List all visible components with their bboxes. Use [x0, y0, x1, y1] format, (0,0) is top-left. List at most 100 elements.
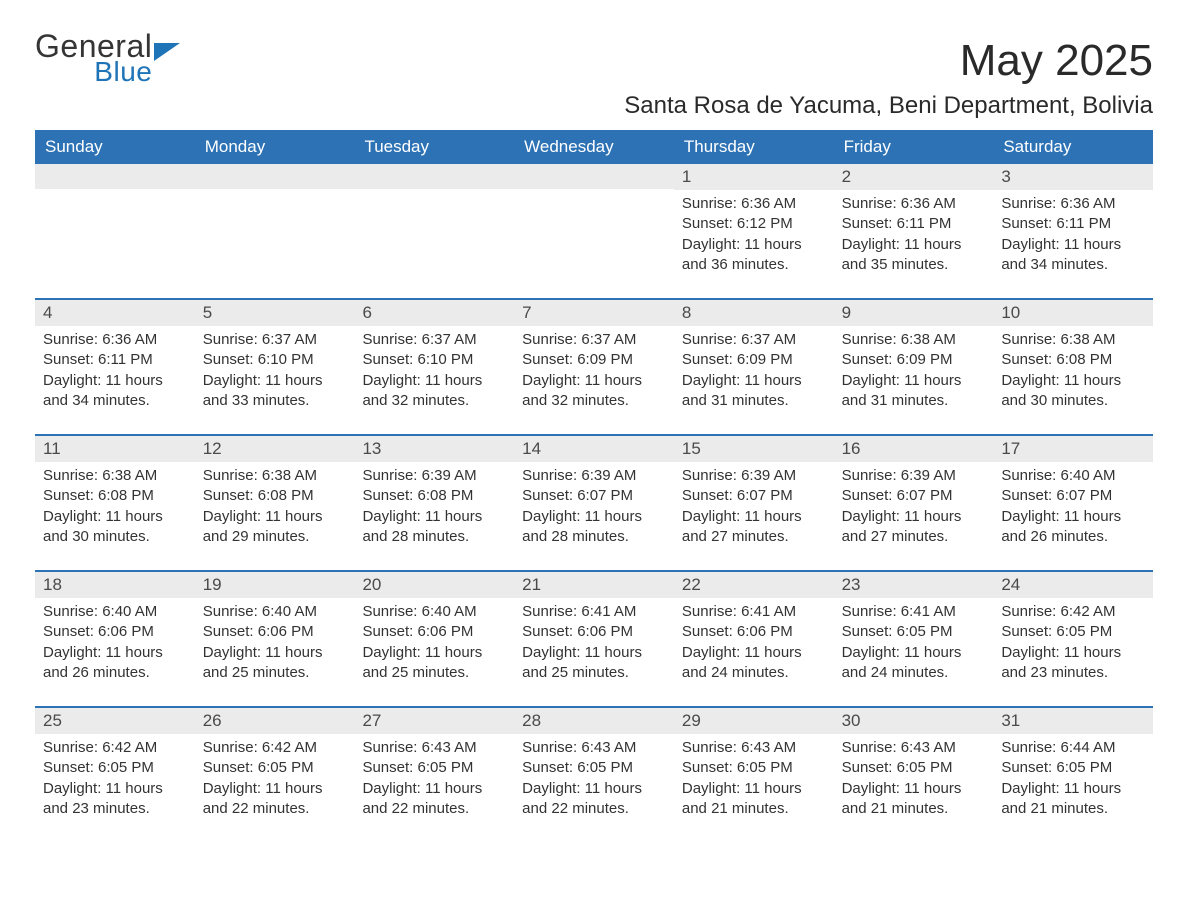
calendar-day: 7Sunrise: 6:37 AMSunset: 6:09 PMDaylight… — [514, 300, 674, 420]
daylight-text: Daylight: 11 hours and 29 minutes. — [203, 507, 347, 548]
day-number: 7 — [514, 300, 674, 326]
calendar-day: 10 Sunrise: 6:38 AMSunset: 6:08 PMDayligh… — [993, 300, 1153, 420]
day-details: Sunrise: 6:36 AMSunset: 6:11 PMDaylight:… — [35, 326, 195, 411]
day-details: Sunrise: 6:42 AMSunset: 6:05 PMDaylight:… — [195, 734, 355, 819]
sunrise-text: Sunrise: 6:43 AM — [842, 738, 986, 758]
subtitle-row: Santa Rosa de Yacuma, Beni Department, B… — [35, 92, 1153, 120]
daylight-text: Daylight: 11 hours and 28 minutes. — [362, 507, 506, 548]
sunset-text: Sunset: 6:06 PM — [43, 622, 187, 642]
day-number: 27 — [354, 708, 514, 734]
sunrise-text: Sunrise: 6:39 AM — [842, 466, 986, 486]
sunset-text: Sunset: 6:05 PM — [522, 758, 666, 778]
sunrise-text: Sunrise: 6:36 AM — [43, 330, 187, 350]
day-number: 13 — [354, 436, 514, 462]
sunrise-text: Sunrise: 6:38 AM — [1001, 330, 1145, 350]
day-details: Sunrise: 6:42 AMSunset: 6:05 PMDaylight:… — [993, 598, 1153, 683]
day-details: Sunrise: 6:37 AMSunset: 6:09 PMDaylight:… — [674, 326, 834, 411]
day-number: 5 — [195, 300, 355, 326]
day-number: 17 — [993, 436, 1153, 462]
sunset-text: Sunset: 6:09 PM — [522, 350, 666, 370]
sunset-text: Sunset: 6:05 PM — [842, 622, 986, 642]
day-details: Sunrise: 6:38 AMSunset: 6:08 PMDaylight:… — [195, 462, 355, 547]
weekday-header-row: Sunday Monday Tuesday Wednesday Thursday… — [35, 130, 1153, 164]
day-number: 1 — [674, 164, 834, 190]
calendar-day: 15Sunrise: 6:39 AMSunset: 6:07 PMDayligh… — [674, 436, 834, 556]
day-number — [35, 164, 195, 189]
sunrise-text: Sunrise: 6:42 AM — [203, 738, 347, 758]
sunset-text: Sunset: 6:05 PM — [203, 758, 347, 778]
weekday-header: Thursday — [674, 130, 834, 164]
sunset-text: Sunset: 6:08 PM — [1001, 350, 1145, 370]
calendar-day: 31Sunrise: 6:44 AMSunset: 6:05 PMDayligh… — [993, 708, 1153, 828]
calendar-day: 13Sunrise: 6:39 AMSunset: 6:08 PMDayligh… — [354, 436, 514, 556]
daylight-text: Daylight: 11 hours and 24 minutes. — [842, 643, 986, 684]
sunset-text: Sunset: 6:10 PM — [203, 350, 347, 370]
sunset-text: Sunset: 6:10 PM — [362, 350, 506, 370]
day-details: Sunrise: 6:38 AMSunset: 6:08 PMDaylight:… — [35, 462, 195, 547]
day-details: Sunrise: 6:36 AMSunset: 6:11 PMDaylight:… — [834, 190, 994, 275]
day-number: 28 — [514, 708, 674, 734]
day-details: Sunrise: 6:42 AMSunset: 6:05 PMDaylight:… — [35, 734, 195, 819]
daylight-text: Daylight: 11 hours and 31 minutes. — [682, 371, 826, 412]
calendar-day: 27Sunrise: 6:43 AMSunset: 6:05 PMDayligh… — [354, 708, 514, 828]
day-number: 14 — [514, 436, 674, 462]
sunrise-text: Sunrise: 6:40 AM — [43, 602, 187, 622]
day-details: Sunrise: 6:37 AMSunset: 6:10 PMDaylight:… — [195, 326, 355, 411]
daylight-text: Daylight: 11 hours and 25 minutes. — [362, 643, 506, 684]
calendar-day: 14Sunrise: 6:39 AMSunset: 6:07 PMDayligh… — [514, 436, 674, 556]
day-number: 12 — [195, 436, 355, 462]
calendar-day: 18Sunrise: 6:40 AMSunset: 6:06 PMDayligh… — [35, 572, 195, 692]
sunrise-text: Sunrise: 6:43 AM — [362, 738, 506, 758]
sunset-text: Sunset: 6:05 PM — [43, 758, 187, 778]
sunset-text: Sunset: 6:09 PM — [842, 350, 986, 370]
sunrise-text: Sunrise: 6:37 AM — [682, 330, 826, 350]
daylight-text: Daylight: 11 hours and 26 minutes. — [43, 643, 187, 684]
sunset-text: Sunset: 6:07 PM — [842, 486, 986, 506]
calendar-day: 5Sunrise: 6:37 AMSunset: 6:10 PMDaylight… — [195, 300, 355, 420]
day-details: Sunrise: 6:41 AMSunset: 6:06 PMDaylight:… — [514, 598, 674, 683]
daylight-text: Daylight: 11 hours and 23 minutes. — [1001, 643, 1145, 684]
day-number: 24 — [993, 572, 1153, 598]
calendar-day: 3Sunrise: 6:36 AMSunset: 6:11 PMDaylight… — [993, 164, 1153, 284]
sunrise-text: Sunrise: 6:37 AM — [362, 330, 506, 350]
page-title: May 2025 — [960, 36, 1153, 86]
sunset-text: Sunset: 6:05 PM — [362, 758, 506, 778]
day-number: 21 — [514, 572, 674, 598]
daylight-text: Daylight: 11 hours and 25 minutes. — [203, 643, 347, 684]
daylight-text: Daylight: 11 hours and 23 minutes. — [43, 779, 187, 820]
day-number: 31 — [993, 708, 1153, 734]
day-number: 11 — [35, 436, 195, 462]
day-details: Sunrise: 6:39 AMSunset: 6:07 PMDaylight:… — [514, 462, 674, 547]
sunset-text: Sunset: 6:09 PM — [682, 350, 826, 370]
daylight-text: Daylight: 11 hours and 30 minutes. — [43, 507, 187, 548]
day-details: Sunrise: 6:44 AMSunset: 6:05 PMDaylight:… — [993, 734, 1153, 819]
daylight-text: Daylight: 11 hours and 30 minutes. — [1001, 371, 1145, 412]
sunset-text: Sunset: 6:05 PM — [1001, 758, 1145, 778]
day-details: Sunrise: 6:36 AMSunset: 6:12 PMDaylight:… — [674, 190, 834, 275]
weekday-header: Friday — [834, 130, 994, 164]
day-number: 26 — [195, 708, 355, 734]
calendar-day: 24Sunrise: 6:42 AMSunset: 6:05 PMDayligh… — [993, 572, 1153, 692]
daylight-text: Daylight: 11 hours and 36 minutes. — [682, 235, 826, 276]
day-number — [354, 164, 514, 189]
sunset-text: Sunset: 6:11 PM — [43, 350, 187, 370]
sunrise-text: Sunrise: 6:38 AM — [842, 330, 986, 350]
daylight-text: Daylight: 11 hours and 35 minutes. — [842, 235, 986, 276]
sunset-text: Sunset: 6:05 PM — [682, 758, 826, 778]
day-number: 10 — [993, 300, 1153, 326]
day-details: Sunrise: 6:40 AMSunset: 6:06 PMDaylight:… — [195, 598, 355, 683]
day-number: 30 — [834, 708, 994, 734]
calendar-week: 11Sunrise: 6:38 AMSunset: 6:08 PMDayligh… — [35, 434, 1153, 556]
location-subtitle: Santa Rosa de Yacuma, Beni Department, B… — [624, 92, 1153, 120]
day-details: Sunrise: 6:43 AMSunset: 6:05 PMDaylight:… — [834, 734, 994, 819]
weekday-header: Sunday — [35, 130, 195, 164]
calendar-week: 4Sunrise: 6:36 AMSunset: 6:11 PMDaylight… — [35, 298, 1153, 420]
daylight-text: Daylight: 11 hours and 34 minutes. — [1001, 235, 1145, 276]
daylight-text: Daylight: 11 hours and 33 minutes. — [203, 371, 347, 412]
calendar-day: 23Sunrise: 6:41 AMSunset: 6:05 PMDayligh… — [834, 572, 994, 692]
sunrise-text: Sunrise: 6:43 AM — [682, 738, 826, 758]
sunrise-text: Sunrise: 6:39 AM — [522, 466, 666, 486]
sunset-text: Sunset: 6:05 PM — [1001, 622, 1145, 642]
day-details: Sunrise: 6:39 AMSunset: 6:08 PMDaylight:… — [354, 462, 514, 547]
daylight-text: Daylight: 11 hours and 21 minutes. — [842, 779, 986, 820]
